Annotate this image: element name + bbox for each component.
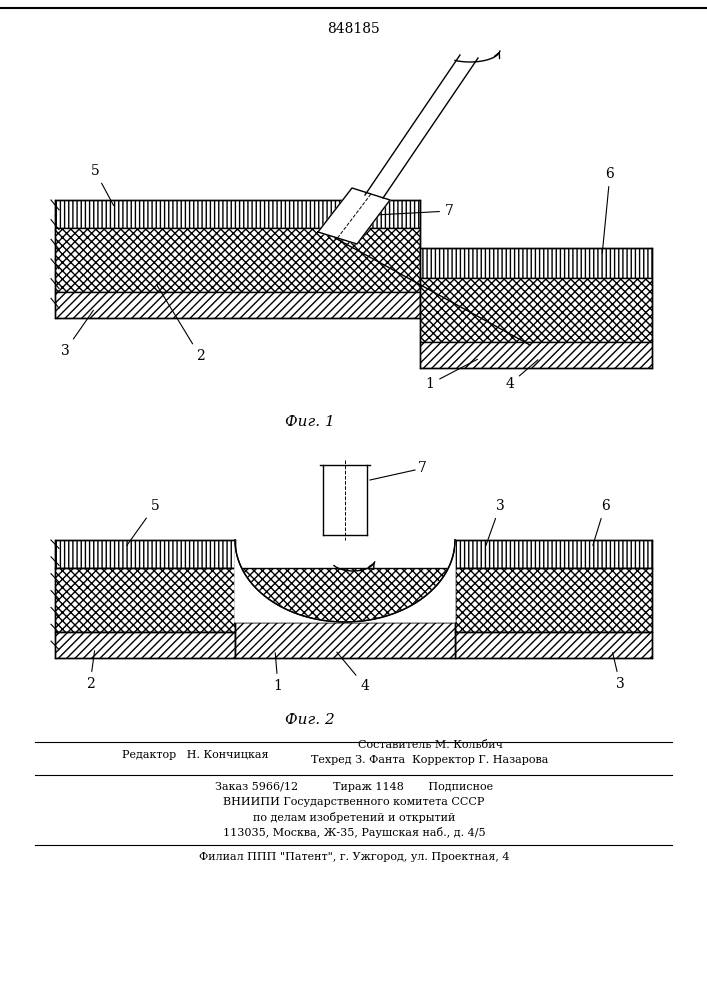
Text: 4: 4 <box>337 652 370 693</box>
Bar <box>455 540 652 568</box>
Text: 2: 2 <box>86 651 95 691</box>
Text: Составитель М. Кольбич: Составитель М. Кольбич <box>358 740 503 750</box>
Text: 1: 1 <box>274 653 282 693</box>
Text: 3: 3 <box>61 310 93 358</box>
Bar <box>235 622 455 658</box>
Bar <box>420 342 652 368</box>
Bar <box>55 228 420 292</box>
Text: Редактор   Н. Кончицкая: Редактор Н. Кончицкая <box>122 750 268 760</box>
Polygon shape <box>318 188 390 244</box>
Bar <box>55 292 420 318</box>
Text: по делам изобретений и открытий: по делам изобретений и открытий <box>253 812 455 823</box>
Text: 7: 7 <box>378 204 454 218</box>
Text: 1: 1 <box>426 359 477 391</box>
Polygon shape <box>235 540 455 622</box>
Text: 3: 3 <box>613 653 624 691</box>
Text: 848185: 848185 <box>327 22 380 36</box>
Text: Фиг. 2: Фиг. 2 <box>285 713 335 727</box>
Text: 113035, Москва, Ж-35, Раушская наб., д. 4/5: 113035, Москва, Ж-35, Раушская наб., д. … <box>223 827 485 838</box>
Text: 4: 4 <box>506 360 538 391</box>
Bar <box>55 200 420 228</box>
Text: Заказ 5966/12          Тираж 1148       Подписное: Заказ 5966/12 Тираж 1148 Подписное <box>215 782 493 792</box>
Text: Фиг. 1: Фиг. 1 <box>285 415 335 429</box>
Bar <box>235 568 455 622</box>
Bar <box>455 632 652 658</box>
Text: 7: 7 <box>418 461 427 475</box>
Bar <box>420 278 652 342</box>
Text: Техред З. Фанта  Корректор Г. Назарова: Техред З. Фанта Корректор Г. Назарова <box>311 755 549 765</box>
Bar <box>55 540 235 568</box>
Bar <box>420 248 652 278</box>
Bar <box>55 632 235 658</box>
Text: 2: 2 <box>156 284 204 363</box>
Bar <box>455 568 652 632</box>
Text: ВНИИПИ Государственного комитета СССР: ВНИИПИ Государственного комитета СССР <box>223 797 485 807</box>
Text: 6: 6 <box>593 499 609 545</box>
Text: 5: 5 <box>90 164 114 206</box>
Text: 5: 5 <box>127 499 159 546</box>
Text: Филиал ППП "Патент", г. Ужгород, ул. Проектная, 4: Филиал ППП "Патент", г. Ужгород, ул. Про… <box>199 852 509 862</box>
Text: 6: 6 <box>602 167 614 253</box>
Text: 3: 3 <box>486 499 504 545</box>
Bar <box>55 568 235 632</box>
